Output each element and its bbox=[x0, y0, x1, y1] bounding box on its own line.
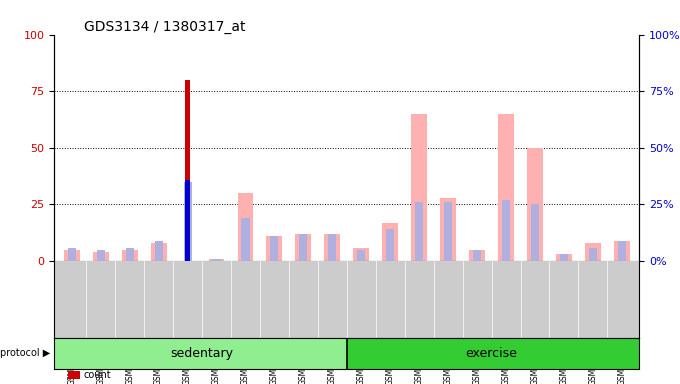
Bar bbox=[185, 80, 190, 261]
Bar bbox=[151, 243, 167, 261]
Text: GDS3134 / 1380317_at: GDS3134 / 1380317_at bbox=[84, 20, 245, 33]
Bar bbox=[97, 250, 105, 261]
Bar bbox=[415, 202, 423, 261]
Text: exercise: exercise bbox=[466, 347, 517, 360]
Bar bbox=[271, 236, 279, 261]
Bar bbox=[267, 236, 282, 261]
Bar bbox=[502, 200, 510, 261]
Bar bbox=[64, 250, 80, 261]
Bar bbox=[209, 259, 224, 261]
Bar bbox=[184, 182, 192, 261]
Bar bbox=[186, 180, 190, 261]
Bar bbox=[382, 223, 398, 261]
Bar bbox=[444, 202, 452, 261]
Bar bbox=[556, 254, 572, 261]
Bar bbox=[531, 205, 539, 261]
Bar bbox=[241, 218, 250, 261]
Text: count: count bbox=[84, 370, 112, 380]
Bar bbox=[237, 193, 254, 261]
Bar bbox=[324, 234, 340, 261]
Bar bbox=[126, 248, 134, 261]
Text: protocol ▶: protocol ▶ bbox=[0, 348, 50, 358]
Bar bbox=[386, 229, 394, 261]
Bar bbox=[527, 148, 543, 261]
Bar bbox=[614, 241, 630, 261]
Bar bbox=[154, 241, 163, 261]
Bar bbox=[411, 114, 427, 261]
Bar bbox=[589, 248, 597, 261]
Bar bbox=[469, 250, 485, 261]
Bar bbox=[617, 241, 626, 261]
Bar bbox=[122, 250, 137, 261]
Bar bbox=[354, 248, 369, 261]
Bar bbox=[585, 243, 601, 261]
Bar bbox=[295, 234, 311, 261]
Bar bbox=[92, 252, 109, 261]
Bar bbox=[347, 338, 639, 369]
Bar bbox=[473, 250, 481, 261]
Bar bbox=[440, 198, 456, 261]
Bar bbox=[560, 254, 568, 261]
Bar bbox=[68, 248, 76, 261]
Bar bbox=[357, 250, 365, 261]
Bar bbox=[328, 234, 337, 261]
Bar bbox=[498, 114, 514, 261]
Bar bbox=[212, 259, 220, 261]
Bar bbox=[299, 234, 307, 261]
Text: sedentary: sedentary bbox=[171, 347, 233, 360]
